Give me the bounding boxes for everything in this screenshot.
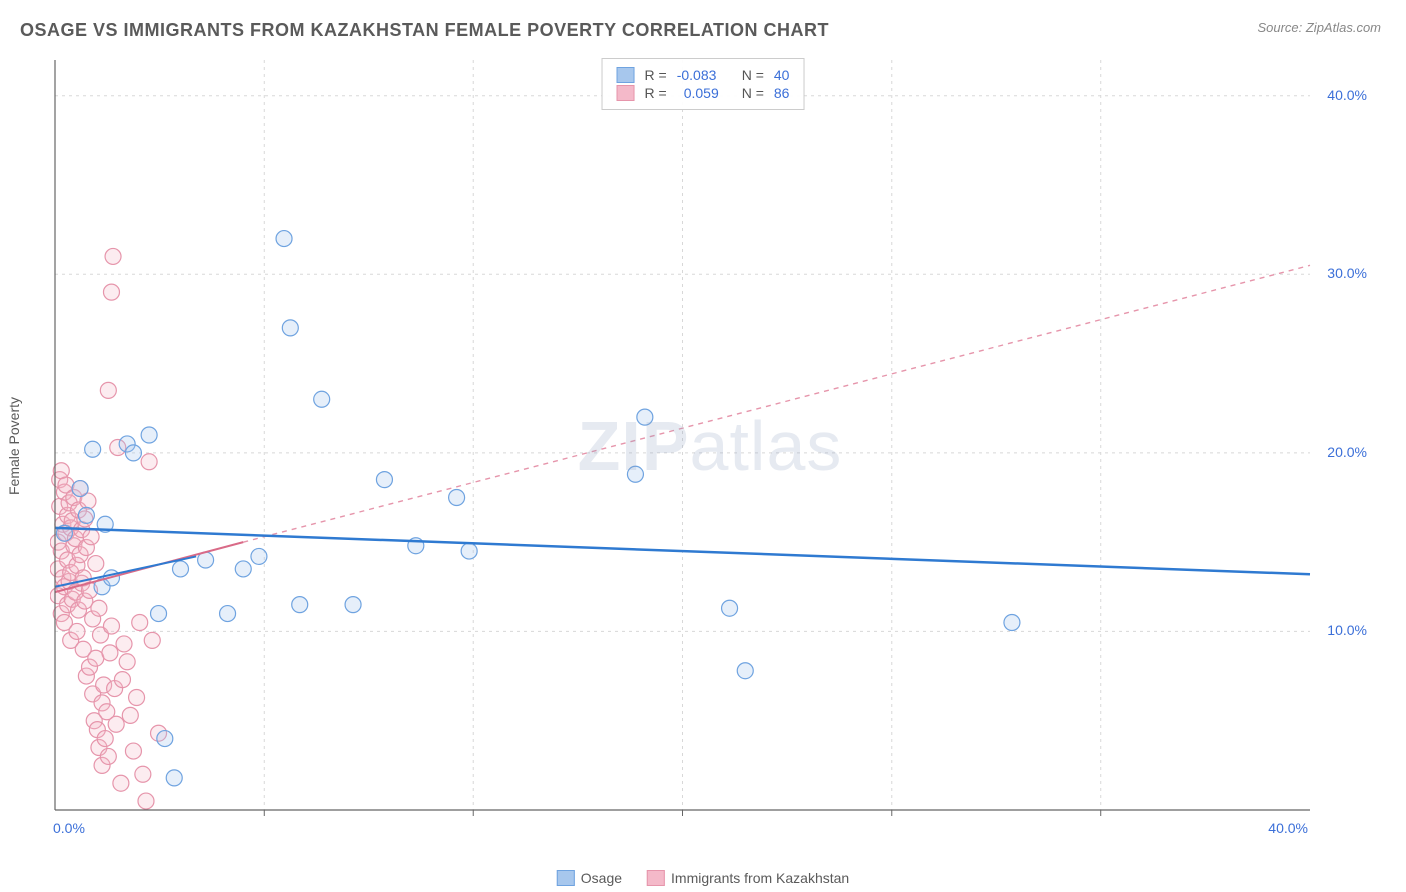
y-tick: 10.0% — [1327, 622, 1367, 638]
swatch-osage-bottom — [557, 870, 575, 886]
n-value-kazakhstan: 86 — [774, 85, 790, 101]
n-label: N = — [742, 85, 764, 101]
n-value-osage: 40 — [774, 67, 790, 83]
y-tick: 30.0% — [1327, 265, 1367, 281]
scatter-plot — [50, 55, 1370, 845]
legend-label-osage: Osage — [581, 870, 622, 886]
swatch-osage — [617, 67, 635, 83]
legend-item-kazakhstan: Immigrants from Kazakhstan — [647, 870, 849, 886]
n-label: N = — [742, 67, 764, 83]
legend-row-kazakhstan: R = 0.059 N = 86 — [617, 85, 790, 101]
legend-correlation: R = -0.083 N = 40 R = 0.059 N = 86 — [602, 58, 805, 110]
x-tick: 40.0% — [1268, 820, 1308, 836]
legend-row-osage: R = -0.083 N = 40 — [617, 67, 790, 83]
swatch-kazakhstan-bottom — [647, 870, 665, 886]
y-tick: 20.0% — [1327, 444, 1367, 460]
source-label: Source: ZipAtlas.com — [1257, 20, 1381, 35]
r-label: R = — [645, 85, 667, 101]
x-tick: 0.0% — [53, 820, 85, 836]
y-tick: 40.0% — [1327, 87, 1367, 103]
r-label: R = — [645, 67, 667, 83]
y-axis-label: Female Poverty — [6, 397, 22, 495]
chart-title: OSAGE VS IMMIGRANTS FROM KAZAKHSTAN FEMA… — [20, 20, 829, 41]
legend-label-kazakhstan: Immigrants from Kazakhstan — [671, 870, 849, 886]
legend-series: Osage Immigrants from Kazakhstan — [557, 870, 849, 886]
legend-item-osage: Osage — [557, 870, 622, 886]
r-value-osage: -0.083 — [677, 67, 732, 83]
r-value-kazakhstan: 0.059 — [677, 85, 732, 101]
chart-area: ZIPatlas 0.0%40.0%10.0%20.0%30.0%40.0% — [50, 55, 1370, 845]
swatch-kazakhstan — [617, 85, 635, 101]
